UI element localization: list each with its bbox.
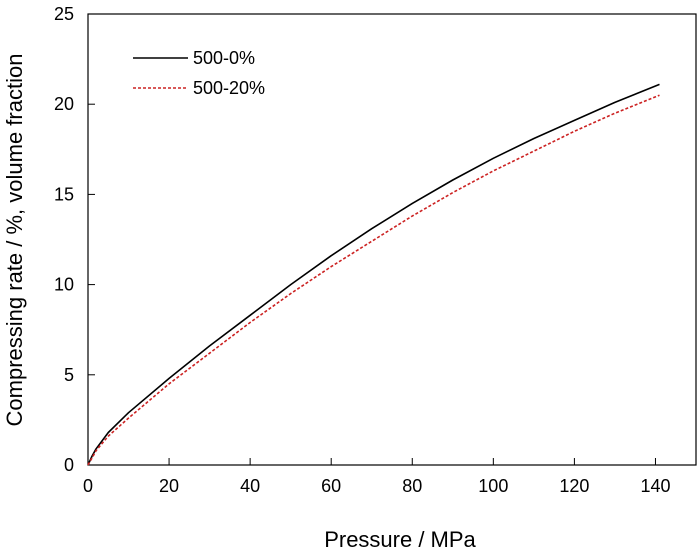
y-tick-label: 0	[64, 455, 74, 475]
y-tick-label: 15	[54, 184, 74, 204]
x-tick-label: 100	[478, 476, 508, 496]
x-axis-title: Pressure / MPa	[324, 527, 476, 552]
y-tick-label: 20	[54, 94, 74, 114]
x-tick-label: 20	[159, 476, 179, 496]
x-tick-label: 120	[559, 476, 589, 496]
y-tick-label: 25	[54, 4, 74, 24]
y-tick-label: 10	[54, 275, 74, 295]
legend-label-500-20: 500-20%	[193, 78, 265, 98]
y-tick-label: 5	[64, 365, 74, 385]
x-tick-label: 140	[640, 476, 670, 496]
plot-frame	[87, 13, 697, 466]
y-axis-title: Compressing rate / %, volume fraction	[2, 54, 27, 427]
x-axis: 0 20 40 60 80 100 120 140	[83, 458, 670, 496]
legend-label-500-0: 500-0%	[193, 48, 255, 68]
series-layer	[87, 83, 660, 466]
series-line-500-20	[87, 94, 660, 466]
x-tick-label: 80	[402, 476, 422, 496]
legend: 500-0% 500-20%	[133, 48, 265, 98]
y-axis: 0 5 10 15 20 25	[54, 4, 95, 475]
x-tick-label: 0	[83, 476, 93, 496]
x-tick-label: 40	[240, 476, 260, 496]
series-line-500-0	[87, 83, 660, 466]
x-tick-label: 60	[321, 476, 341, 496]
